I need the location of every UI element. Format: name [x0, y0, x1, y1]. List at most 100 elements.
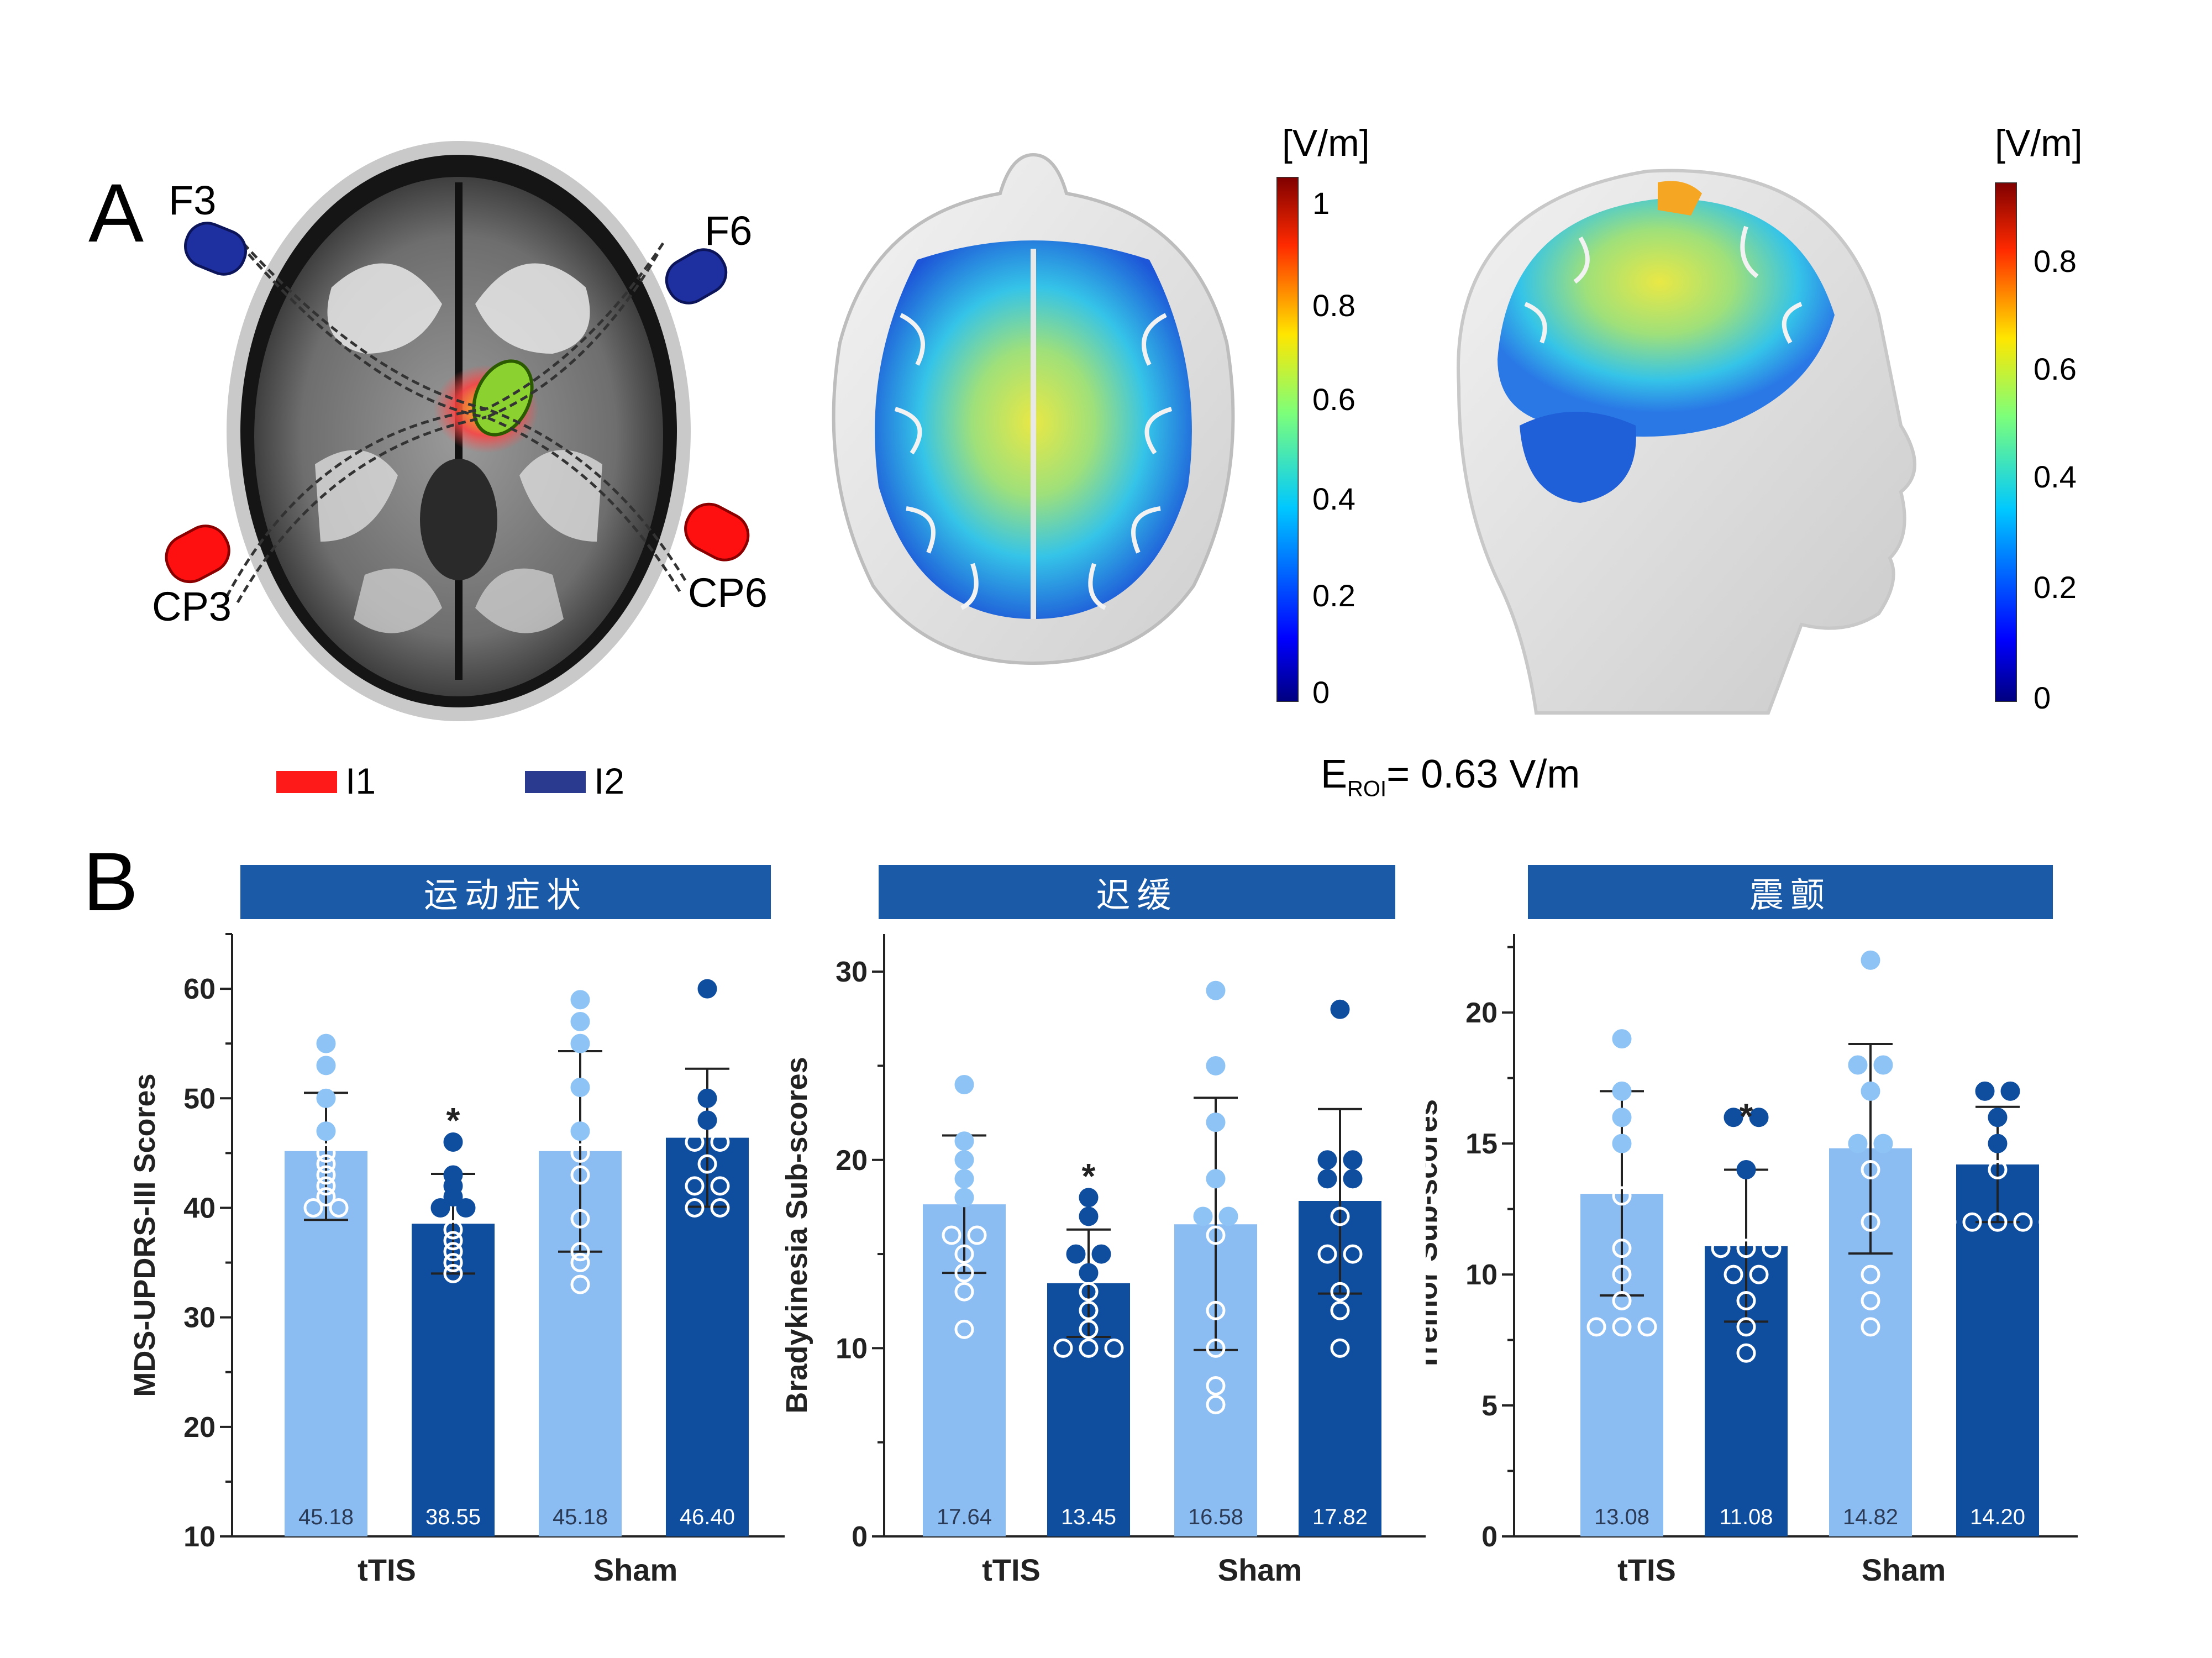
data-point [1937, 1212, 1957, 1232]
data-point [1091, 1244, 1111, 1264]
data-point [1637, 1317, 1657, 1337]
data-point [1317, 1244, 1337, 1264]
y-tick-label: 0 [1481, 1521, 1498, 1553]
data-point [1736, 1290, 1756, 1310]
data-point [316, 1121, 336, 1141]
data-point [1206, 1300, 1226, 1320]
data-point [1317, 1150, 1337, 1170]
data-point [1079, 1338, 1099, 1358]
colorbar-2 [1995, 182, 2017, 702]
y-tick-label: 60 [183, 973, 216, 1005]
panel-a-label: A [88, 166, 144, 259]
data-point [1861, 1317, 1880, 1337]
data-point [1612, 1317, 1632, 1337]
colorbar-1 [1276, 177, 1299, 702]
data-point [710, 1176, 730, 1196]
data-point [954, 1188, 974, 1208]
significance-star: * [446, 1100, 460, 1140]
colorbar-2-tick: 0.2 [2034, 570, 2077, 605]
data-point [1848, 1055, 1868, 1075]
bar-value-label: 11.08 [1719, 1505, 1773, 1529]
data-point [954, 1319, 974, 1339]
data-point [303, 1198, 323, 1218]
data-point [570, 1012, 590, 1032]
eroi-value: EROI= 0.63 V/m [1321, 752, 1580, 801]
colorbar-2-tick: 0.6 [2034, 351, 2077, 386]
data-point [570, 1143, 590, 1163]
data-point [1724, 1265, 1743, 1284]
data-point [1206, 1225, 1226, 1245]
electrode-label-cp6: CP6 [688, 570, 768, 616]
y-tick-label: 40 [183, 1192, 216, 1224]
data-point [685, 1132, 705, 1152]
data-point [1962, 1212, 1982, 1232]
data-point [443, 1231, 463, 1251]
data-point [685, 1176, 705, 1196]
data-point [1330, 1282, 1350, 1302]
data-point [710, 1198, 730, 1218]
data-point [456, 1198, 476, 1218]
data-point [1861, 950, 1880, 970]
bar-value-label: 13.45 [1061, 1505, 1116, 1529]
y-tick-label: 20 [183, 1412, 216, 1444]
y-tick-label: 20 [1465, 997, 1498, 1029]
y-axis-label: MDS-UPDRS-III Scores [133, 1073, 161, 1397]
data-point [443, 1132, 463, 1152]
colorbar-2-unit: [V/m] [1995, 122, 2083, 164]
data-point [316, 1033, 336, 1053]
data-point [1861, 1290, 1880, 1310]
y-tick-label: 10 [183, 1521, 216, 1553]
data-point [1206, 1338, 1226, 1358]
data-point [570, 1253, 590, 1273]
data-point [1988, 1160, 2008, 1180]
colorbar-1-tick: 0 [1312, 675, 1330, 710]
bar-value-label: 17.82 [1312, 1505, 1368, 1529]
data-point [2038, 1212, 2058, 1232]
data-point [329, 1198, 349, 1218]
data-point [1343, 1244, 1363, 1264]
data-point [1848, 1134, 1868, 1153]
data-point [1079, 1206, 1099, 1226]
y-tick-label: 10 [836, 1332, 868, 1365]
data-point [1079, 1319, 1099, 1339]
data-point [1736, 1343, 1756, 1363]
data-point [316, 1176, 336, 1196]
y-tick-label: 5 [1481, 1390, 1498, 1422]
colorbar-1-unit: [V/m] [1282, 122, 1370, 164]
y-tick-label: 20 [836, 1145, 868, 1177]
data-point [570, 1077, 590, 1097]
bar-value-label: 16.58 [1188, 1505, 1243, 1529]
data-point [1612, 1239, 1632, 1258]
bar-value-label: 46.40 [680, 1505, 735, 1529]
data-point [1749, 1265, 1769, 1284]
data-point [2000, 1081, 2020, 1101]
bar-value-label: 13.08 [1594, 1505, 1649, 1529]
data-point [443, 1242, 463, 1262]
data-point [1586, 1317, 1606, 1337]
y-tick-label: 30 [836, 956, 868, 988]
data-point [570, 1033, 590, 1053]
brain-mri-figure [165, 141, 750, 721]
data-point [316, 1165, 336, 1185]
electrode-label-cp3: CP3 [152, 584, 232, 629]
data-point [1861, 1265, 1880, 1284]
data-point [1612, 1108, 1632, 1127]
x-group-label: tTIS [1617, 1552, 1676, 1587]
data-point [1612, 1265, 1632, 1284]
data-point [942, 1225, 961, 1245]
y-axis-label: Tremor Sub-scores [1426, 1099, 1443, 1371]
panel-b-label: B [83, 835, 139, 928]
chart-tremor: 0 5 10 15 20 Tremor Sub-scores 13.08 * 11.08 14.8… [1426, 934, 2078, 1587]
data-point [570, 1165, 590, 1185]
legend-swatch-i2 [525, 771, 586, 793]
electrode-label-f3: F3 [169, 177, 217, 223]
data-point [443, 1220, 463, 1240]
data-point [1206, 1169, 1226, 1189]
electrode-cp3 [165, 524, 230, 584]
data-point [1206, 1056, 1226, 1075]
data-point [2013, 1212, 2033, 1232]
data-point [1873, 1134, 1893, 1153]
data-point [1612, 1290, 1632, 1310]
chart-2-title: 迟缓 [879, 865, 1395, 919]
data-point [954, 1075, 974, 1094]
